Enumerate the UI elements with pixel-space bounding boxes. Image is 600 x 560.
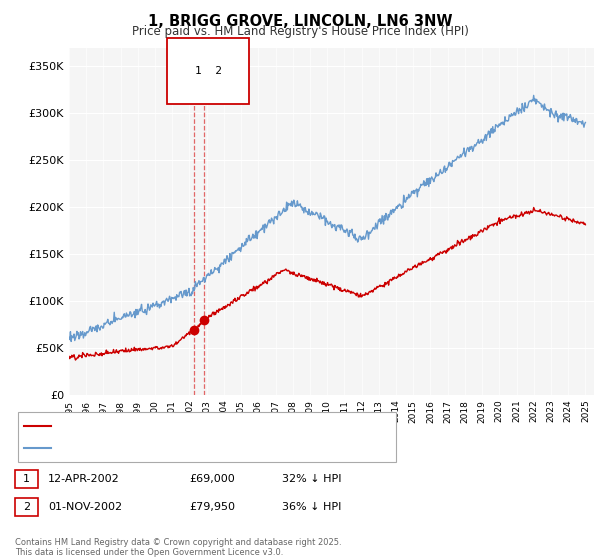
Text: £69,000: £69,000: [189, 474, 235, 484]
Text: 1, BRIGG GROVE, LINCOLN, LN6 3NW (detached house): 1, BRIGG GROVE, LINCOLN, LN6 3NW (detach…: [57, 421, 334, 431]
Text: 2: 2: [23, 502, 30, 512]
Text: 32% ↓ HPI: 32% ↓ HPI: [282, 474, 341, 484]
Text: Price paid vs. HM Land Registry's House Price Index (HPI): Price paid vs. HM Land Registry's House …: [131, 25, 469, 38]
Text: 36% ↓ HPI: 36% ↓ HPI: [282, 502, 341, 512]
Text: HPI: Average price, detached house, Lincoln: HPI: Average price, detached house, Linc…: [57, 443, 277, 453]
Text: Contains HM Land Registry data © Crown copyright and database right 2025.
This d: Contains HM Land Registry data © Crown c…: [15, 538, 341, 557]
Text: 1  2: 1 2: [194, 66, 221, 76]
Text: 01-NOV-2002: 01-NOV-2002: [48, 502, 122, 512]
Text: 12-APR-2002: 12-APR-2002: [48, 474, 120, 484]
Text: 1, BRIGG GROVE, LINCOLN, LN6 3NW: 1, BRIGG GROVE, LINCOLN, LN6 3NW: [148, 14, 452, 29]
Text: 1: 1: [23, 474, 30, 484]
Text: £79,950: £79,950: [189, 502, 235, 512]
